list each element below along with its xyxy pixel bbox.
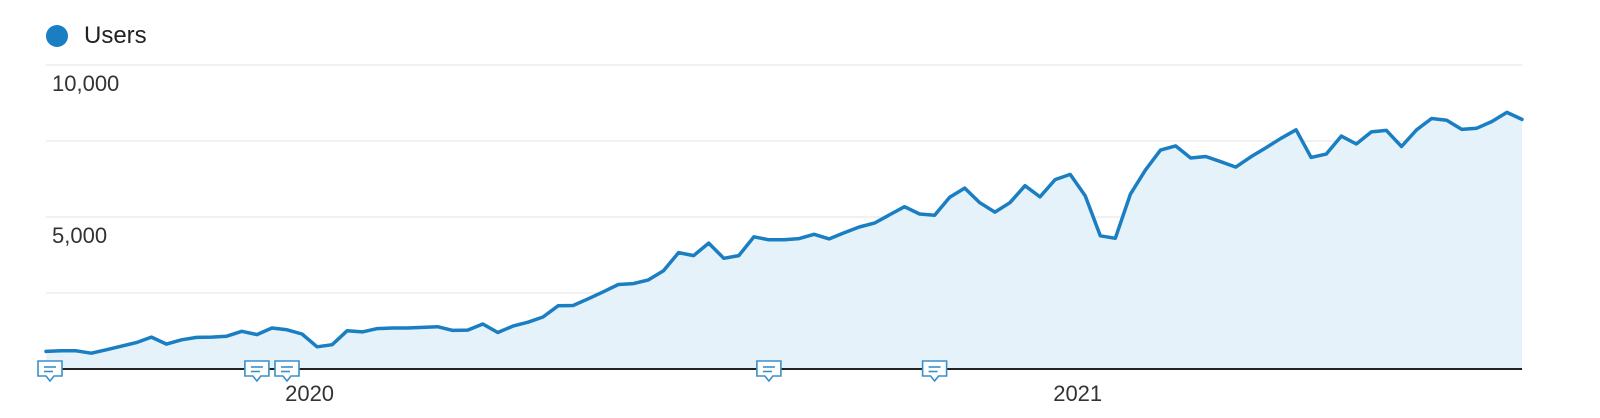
annotation-marker[interactable] bbox=[37, 360, 63, 383]
y-tick-label: 5,000 bbox=[52, 223, 107, 248]
chart-legend[interactable]: Users bbox=[46, 20, 147, 52]
chart-x-tick-labels: 2020 2021 bbox=[285, 381, 1102, 406]
chart-y-tick-labels: 10,000 5,000 bbox=[52, 71, 119, 248]
annotation-marker[interactable] bbox=[921, 360, 948, 383]
annotation-marker[interactable] bbox=[756, 360, 782, 383]
chart-annotation-markers[interactable] bbox=[37, 360, 948, 383]
annotation-marker[interactable] bbox=[244, 360, 270, 383]
series-line-users bbox=[44, 110, 1524, 355]
legend-swatch-users bbox=[46, 25, 68, 47]
legend-label-users: Users bbox=[84, 22, 147, 49]
chart-area-layer bbox=[44, 110, 1524, 370]
x-tick-label: 2021 bbox=[1053, 381, 1102, 406]
annotation-marker[interactable] bbox=[274, 360, 300, 383]
x-tick-label: 2020 bbox=[285, 381, 334, 406]
y-tick-label: 10,000 bbox=[52, 71, 119, 96]
